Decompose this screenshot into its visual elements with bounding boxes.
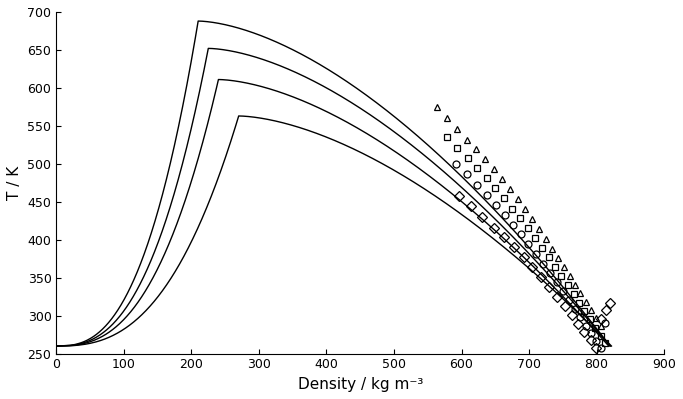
Y-axis label: T / K: T / K: [7, 166, 22, 200]
X-axis label: Density / kg m⁻³: Density / kg m⁻³: [298, 377, 423, 392]
